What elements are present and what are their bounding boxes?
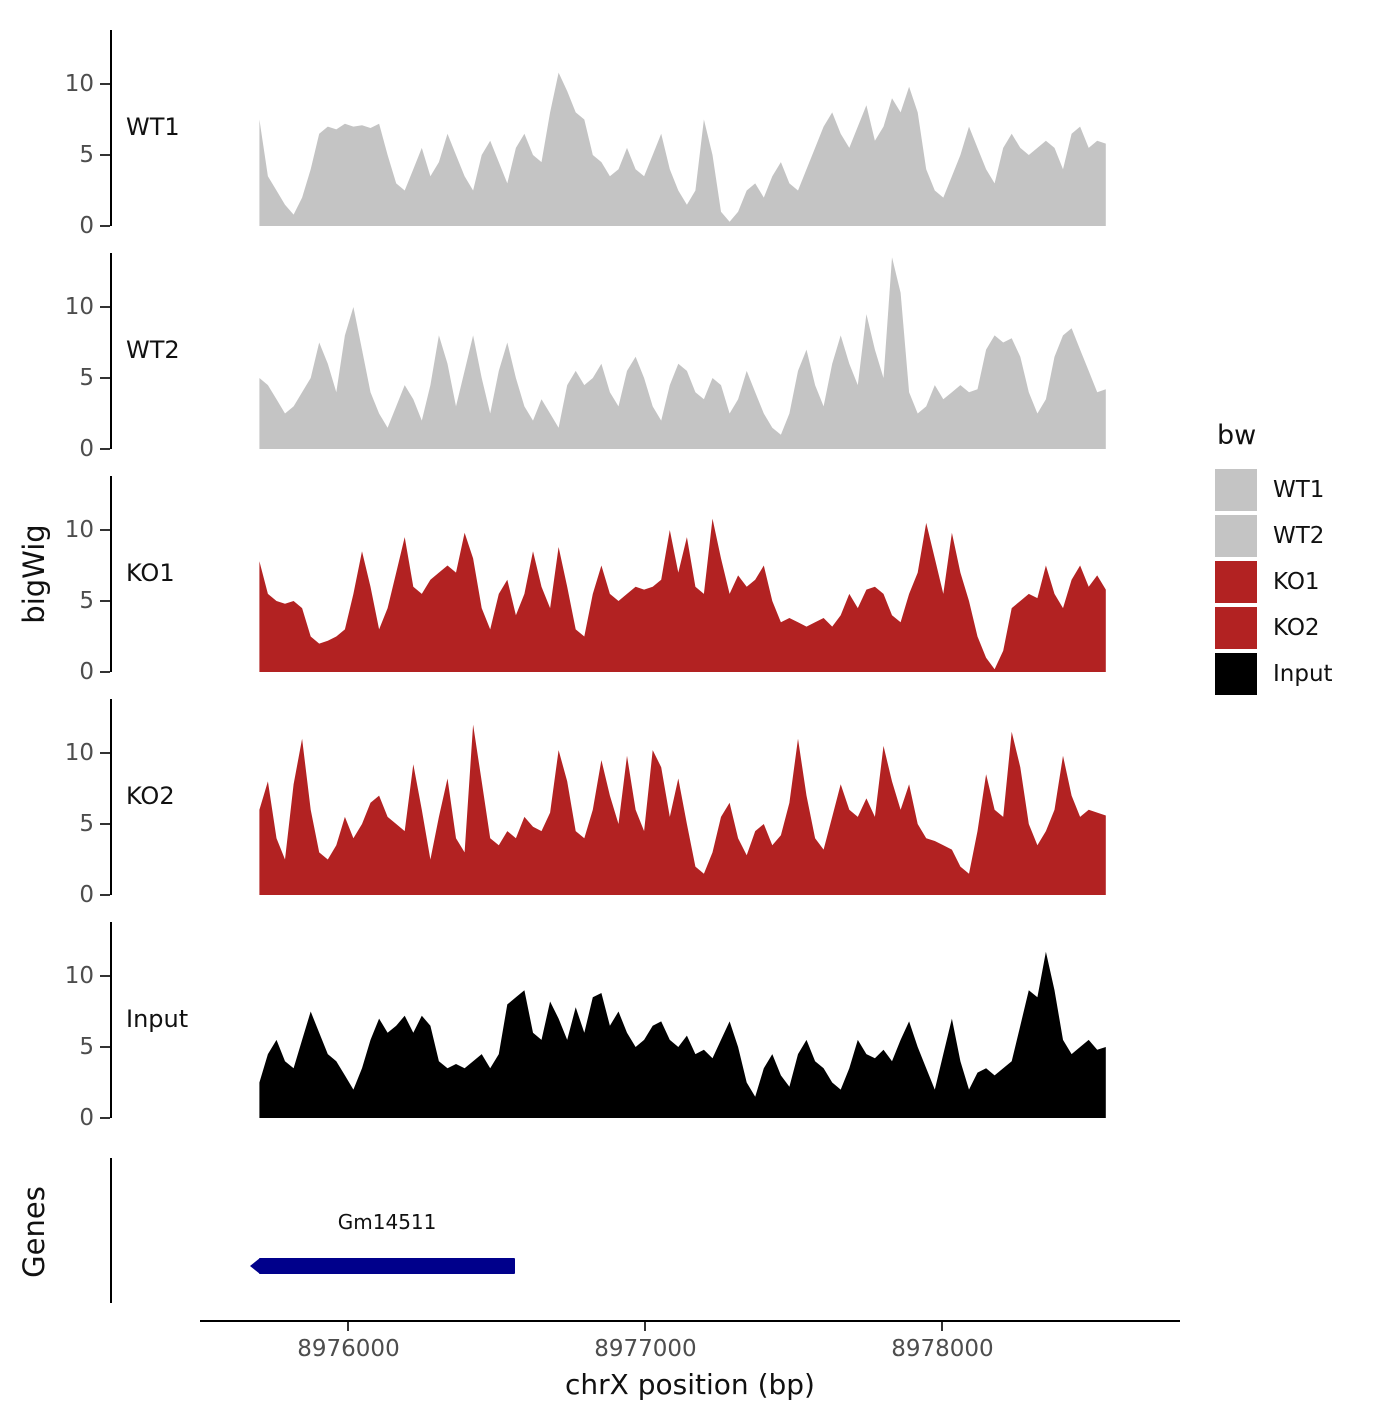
y-tick-label: 10 bbox=[64, 739, 94, 766]
ko1-area bbox=[259, 518, 1106, 672]
y-tick-label: 10 bbox=[64, 70, 94, 97]
gene-strand-arrow bbox=[250, 1258, 261, 1274]
y-tick-label: 0 bbox=[79, 213, 94, 239]
ko2-area bbox=[259, 724, 1106, 895]
y-tick-label: 10 bbox=[64, 293, 94, 320]
legend-entry-ko2: KO2 bbox=[1215, 605, 1400, 651]
x-tick-mark bbox=[347, 1322, 350, 1331]
y-tick-label: 0 bbox=[79, 436, 94, 462]
y-tick-mark bbox=[100, 528, 110, 531]
legend-entries: WT1 WT2 KO1 KO2 Input bbox=[1215, 467, 1400, 697]
genes-panel: Gm14511 bbox=[0, 1158, 1400, 1308]
y-tick-mark bbox=[100, 448, 110, 450]
x-tick-mark bbox=[941, 1322, 944, 1331]
y-axis-line bbox=[110, 30, 112, 226]
gene-body-gm14511 bbox=[259, 1258, 515, 1274]
y-tick-label: 0 bbox=[79, 659, 94, 685]
legend-swatch-wt2 bbox=[1215, 515, 1257, 557]
track-label-input: Input bbox=[126, 1005, 189, 1034]
legend-swatch-ko2 bbox=[1215, 607, 1257, 649]
legend-label: WT2 bbox=[1273, 523, 1325, 549]
x-tick-mark bbox=[644, 1322, 647, 1331]
y-tick-mark bbox=[100, 1117, 110, 1119]
legend-swatch-wt1 bbox=[1215, 469, 1257, 511]
y-tick-label: 10 bbox=[64, 516, 94, 543]
y-tick-mark bbox=[100, 974, 110, 977]
y-tick-mark bbox=[100, 671, 110, 673]
y-tick-mark bbox=[100, 822, 110, 825]
y-tick-label: 5 bbox=[79, 364, 94, 391]
y-axis-line bbox=[110, 699, 112, 895]
x-tick-label: 8977000 bbox=[594, 1336, 697, 1362]
y-tick-mark bbox=[100, 225, 110, 227]
track-label-ko2: KO2 bbox=[126, 782, 175, 811]
y-tick-label: 5 bbox=[79, 587, 94, 614]
y-tick-label: 5 bbox=[79, 1033, 94, 1060]
legend-swatch-ko1 bbox=[1215, 561, 1257, 603]
y-tick-label: 5 bbox=[79, 810, 94, 837]
y-tick-label: 0 bbox=[79, 882, 94, 908]
y-axis-line bbox=[110, 253, 112, 449]
y-tick-mark bbox=[100, 376, 110, 379]
genes-axis-line bbox=[110, 1158, 112, 1303]
track-label-ko1: KO1 bbox=[126, 559, 175, 588]
y-axis-line bbox=[110, 476, 112, 672]
track-label-wt2: WT2 bbox=[126, 336, 180, 365]
wt1-area bbox=[259, 72, 1106, 226]
x-axis-title: chrX position (bp) bbox=[565, 1368, 815, 1401]
ko2-area-chart bbox=[259, 724, 1106, 895]
legend-entry-wt2: WT2 bbox=[1215, 513, 1400, 559]
y-tick-mark bbox=[100, 894, 110, 896]
track-panel-input: Input 0 5 10 bbox=[0, 922, 1400, 1131]
track-panel-wt1: WT1 0 5 10 bbox=[0, 30, 1400, 239]
legend-label: KO1 bbox=[1273, 569, 1320, 595]
y-tick-mark bbox=[100, 1045, 110, 1048]
ko1-area-chart bbox=[259, 518, 1106, 672]
legend-title: bw bbox=[1217, 420, 1257, 451]
track-panel-ko2: KO2 0 5 10 bbox=[0, 699, 1400, 908]
input-area bbox=[259, 951, 1106, 1118]
wt2-area bbox=[259, 257, 1106, 449]
legend-entry-input: Input bbox=[1215, 651, 1400, 697]
y-tick-label: 10 bbox=[64, 962, 94, 989]
x-tick-label: 8976000 bbox=[297, 1336, 400, 1362]
track-panel-wt2: WT2 0 5 10 bbox=[0, 253, 1400, 462]
legend-label: Input bbox=[1273, 661, 1333, 687]
input-area-chart bbox=[259, 951, 1106, 1118]
legend-entry-wt1: WT1 bbox=[1215, 467, 1400, 513]
gene-label: Gm14511 bbox=[337, 1210, 437, 1234]
wt1-area-chart bbox=[259, 72, 1106, 226]
wt2-area-chart bbox=[259, 257, 1106, 449]
track-panel-ko1: KO1 0 5 10 bbox=[0, 476, 1400, 685]
y-tick-mark bbox=[100, 305, 110, 308]
legend-label: WT1 bbox=[1273, 477, 1325, 503]
legend: bw WT1 WT2 KO1 KO2 Input bbox=[1215, 420, 1400, 697]
legend-swatch-input bbox=[1215, 653, 1257, 695]
y-tick-mark bbox=[100, 153, 110, 156]
x-tick-label: 8978000 bbox=[891, 1336, 994, 1362]
y-tick-mark bbox=[100, 599, 110, 602]
y-tick-label: 0 bbox=[79, 1105, 94, 1131]
y-tick-mark bbox=[100, 751, 110, 754]
legend-entry-ko1: KO1 bbox=[1215, 559, 1400, 605]
track-label-wt1: WT1 bbox=[126, 113, 180, 142]
y-axis-line bbox=[110, 922, 112, 1118]
y-tick-label: 5 bbox=[79, 141, 94, 168]
x-axis-line bbox=[200, 1320, 1180, 1322]
y-tick-mark bbox=[100, 82, 110, 85]
legend-label: KO2 bbox=[1273, 615, 1320, 641]
